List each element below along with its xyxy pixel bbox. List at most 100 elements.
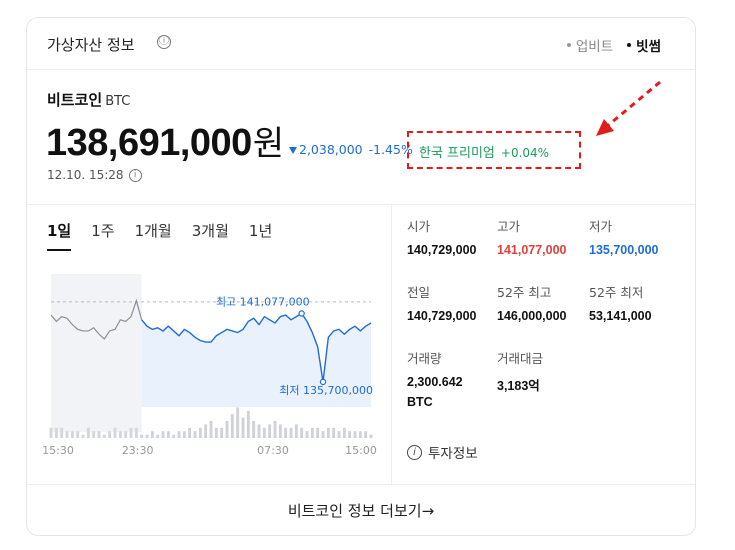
invest-info-link[interactable]: i 투자정보 [407, 442, 478, 462]
price-unit: 원 [252, 125, 284, 163]
volume-bar [108, 431, 112, 438]
volume-bar [204, 424, 208, 438]
volume-bar [97, 431, 101, 438]
divider [27, 484, 695, 485]
tab-1w[interactable]: 1주 [91, 222, 115, 240]
stat-value: 53,141,000 [589, 309, 652, 323]
volume-bar [294, 424, 298, 438]
stat-value: 141,077,000 [497, 243, 567, 257]
volume-bar [92, 431, 96, 438]
exchange-bithumb[interactable]: 빗썸 [627, 35, 661, 55]
volume-bar [273, 421, 277, 438]
x-tick-label: 15:30 [42, 444, 74, 457]
volume-bar [76, 431, 80, 438]
stat-value: 135,700,000 [589, 243, 659, 257]
price-value: 138,691,000 [46, 122, 252, 164]
dot-icon [627, 43, 632, 47]
volume-bar [337, 431, 341, 438]
dot-icon [566, 43, 571, 47]
previous-period-band [51, 274, 142, 432]
stat-label: 전일 [407, 285, 431, 300]
volume-bar [278, 424, 282, 438]
stat-label: 시가 [407, 219, 431, 234]
volume-bar [193, 431, 197, 438]
stat-label: 거래대금 [497, 351, 544, 366]
volume-bar [209, 421, 213, 438]
tab-3m[interactable]: 3개월 [191, 222, 229, 240]
volume-bar [124, 431, 128, 438]
exchange-selector: 업비트 빗썸 [566, 35, 661, 55]
volume-bar [310, 427, 314, 438]
volume-bar [198, 427, 202, 438]
stat-low: 저가 135,700,000 [589, 216, 659, 257]
divider [27, 204, 695, 205]
stat-52w-high: 52주 최고 146,000,000 [497, 282, 567, 323]
volume-bar [262, 427, 266, 438]
low-marker [319, 378, 327, 386]
stat-label: 52주 최저 [589, 285, 644, 300]
volume-bar [60, 427, 64, 438]
volume-bar [182, 431, 186, 438]
volume-bar [369, 434, 373, 438]
volume-bar [300, 427, 304, 438]
price-chart[interactable]: 최고 141,077,000 최저 135,700,000 15:30 23:30 07… [41, 268, 381, 458]
stat-value: 146,000,000 [497, 309, 567, 323]
volume-bar [49, 427, 53, 438]
highlight-box [407, 131, 581, 169]
volume-bar [353, 431, 357, 438]
volume-bar [230, 414, 234, 438]
volume-bar [188, 427, 192, 438]
exchange-upbit-label: 업비트 [575, 39, 614, 55]
volume-bar [145, 434, 149, 438]
volume-bar [252, 421, 256, 438]
volume-bar [140, 434, 144, 438]
down-triangle-icon [289, 147, 297, 154]
asset-ticker: BTC [105, 94, 131, 109]
volume-bar [65, 431, 69, 438]
volume-bar [86, 427, 90, 438]
stat-unit: BTC [407, 395, 433, 409]
current-price-line [141, 312, 372, 382]
info-icon[interactable]: i [128, 168, 142, 182]
info-icon[interactable]: ⓘ [157, 35, 171, 49]
timestamp-text: 12.10. 15:28 [47, 168, 124, 182]
volume-bar [214, 427, 218, 438]
high-marker [298, 310, 305, 317]
stat-value: 3,183억 [497, 379, 540, 393]
exchange-upbit[interactable]: 업비트 [566, 35, 614, 55]
x-tick-label: 15:00 [345, 444, 377, 457]
more-info-link[interactable]: 비트코인 정보 더보기→ [27, 500, 695, 521]
stat-label: 52주 최고 [497, 285, 552, 300]
stat-label: 고가 [497, 219, 521, 234]
volume-bar [332, 427, 336, 438]
stat-prev: 전일 140,729,000 [407, 282, 477, 323]
exchange-bithumb-label: 빗썸 [636, 39, 661, 55]
premium-value: +0.04% [500, 146, 550, 160]
stat-value: 2,300.642 [407, 375, 463, 389]
volume-bar [177, 431, 181, 438]
volume-bar [364, 431, 368, 438]
stat-value: 140,729,000 [407, 243, 477, 257]
info-icon: i [407, 444, 422, 460]
volume-bar [118, 431, 122, 438]
card-title: 가상자산 정보 [47, 36, 135, 54]
volume-bar [316, 427, 320, 438]
change-percent: -1.45% [368, 142, 413, 157]
low-annotation: 최저 135,700,000 [279, 384, 373, 397]
premium-label: 한국 프리미엄 [419, 146, 495, 161]
volume-bar [102, 434, 106, 438]
volume-bar [305, 431, 309, 438]
divider [391, 205, 392, 484]
tab-1m[interactable]: 1개월 [134, 222, 172, 240]
volume-bar [150, 431, 154, 438]
tab-1y[interactable]: 1년 [248, 222, 273, 240]
change-amount-wrap: 2,038,000 [289, 142, 363, 157]
volume-bar [348, 431, 352, 438]
stat-label: 저가 [589, 219, 613, 234]
stat-amount: 거래대금 3,183억 [497, 348, 543, 394]
asset-name: 비트코인 BTC [47, 89, 130, 110]
tab-1d[interactable]: 1일 [47, 220, 72, 251]
current-price: 138,691,000원 [46, 116, 284, 165]
volume-bar [172, 434, 176, 438]
stat-open: 시가 140,729,000 [407, 216, 477, 257]
